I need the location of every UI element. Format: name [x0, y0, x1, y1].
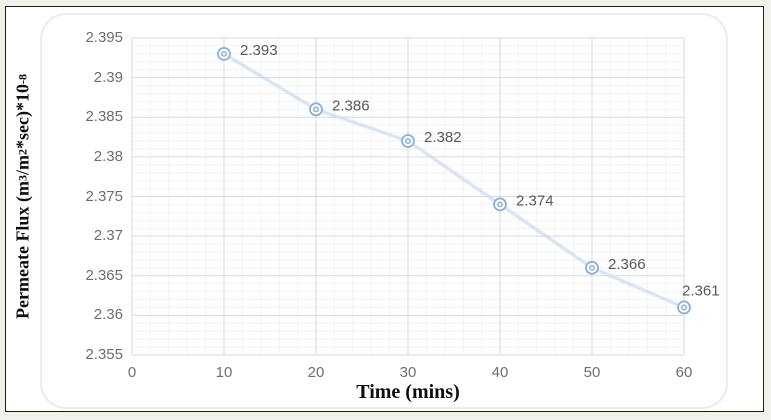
x-axis-title: Time (mins)	[356, 381, 460, 403]
data-point-marker-inner	[589, 264, 595, 271]
data-point-marker-inner	[681, 304, 687, 311]
x-tick-label: 10	[215, 364, 233, 381]
y-tick-label: 2.385	[85, 108, 123, 126]
y-axis-title-superscript: 3	[15, 175, 30, 182]
document-canvas: Permeate Flux (m 3/m 2 *sec)*10 -8 Time (min…	[5, 6, 764, 412]
x-tick-label: 60	[675, 364, 693, 381]
data-point-label: 2.374	[516, 192, 554, 209]
data-point-label: 2.386	[332, 97, 370, 114]
x-tick-label: 40	[491, 364, 509, 381]
series-line	[223, 53, 685, 309]
data-point-label: 2.393	[240, 42, 278, 59]
x-tick-label: 0	[127, 364, 137, 381]
y-tick-label: 2.365	[85, 266, 123, 284]
plot-area: 2.393 2.386 2.382 2.374 2.366 2.361	[131, 37, 720, 356]
x-tick-label: 20	[307, 364, 325, 381]
data-point-marker-inner	[497, 201, 503, 208]
y-tick-label: 2.38	[93, 147, 123, 165]
y-tick-label: 2.375	[85, 187, 123, 205]
data-point-label: 2.361	[682, 282, 720, 299]
data-point-marker-inner	[405, 138, 411, 144]
y-tick-label: 2.395	[85, 29, 123, 46]
data-point-marker-inner	[313, 106, 319, 113]
x-tick-label: 30	[399, 364, 417, 381]
y-tick-label: 2.355	[85, 346, 123, 363]
y-tick-label: 2.39	[93, 68, 123, 86]
y-tick-label: 2.37	[93, 227, 123, 245]
data-point-marker-inner	[221, 50, 227, 57]
chart-object[interactable]	[40, 13, 728, 409]
data-point-label: 2.382	[424, 129, 462, 146]
x-tick-label: 50	[583, 364, 601, 381]
data-point-label: 2.366	[608, 256, 646, 273]
y-tick-label: 2.36	[93, 306, 123, 324]
